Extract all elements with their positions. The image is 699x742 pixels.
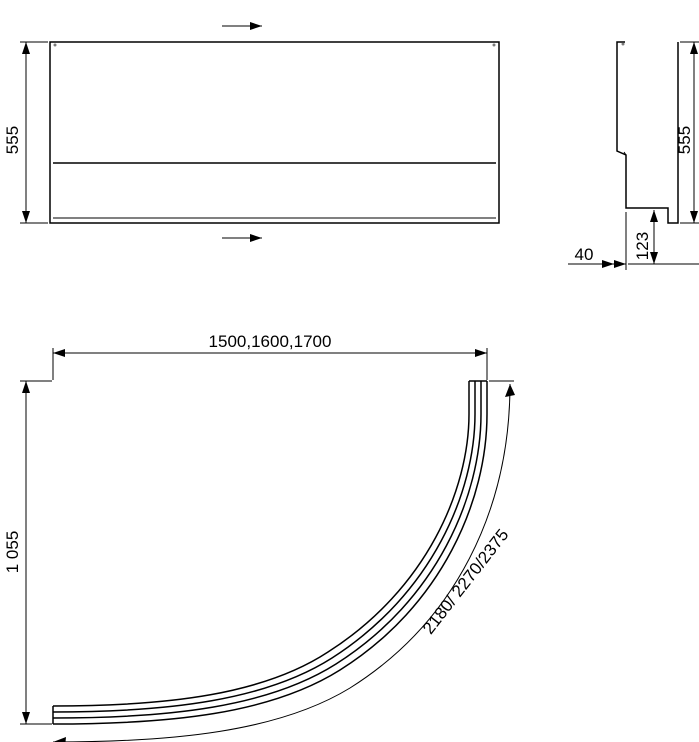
plan-view xyxy=(53,381,487,724)
dim-side-depth: 123 xyxy=(628,210,699,264)
dim-side-offset: 40 xyxy=(568,212,626,270)
dim-label: 123 xyxy=(633,232,652,260)
dim-label: 1500,1600,1700 xyxy=(209,332,332,351)
dim-plan-width: 1500,1600,1700 xyxy=(53,332,487,380)
side-view xyxy=(617,42,678,223)
dim-label: 555 xyxy=(675,126,694,154)
dim-front-height: 555 xyxy=(3,42,48,223)
dim-plan-height: 1 055 xyxy=(3,381,52,724)
technical-drawing: 555 555 123 40 xyxy=(0,0,699,742)
dim-label: 40 xyxy=(575,245,594,264)
dim-label: 1 055 xyxy=(3,531,22,574)
dim-label: 555 xyxy=(3,126,22,154)
section-marker xyxy=(222,22,262,242)
front-view xyxy=(50,42,499,223)
